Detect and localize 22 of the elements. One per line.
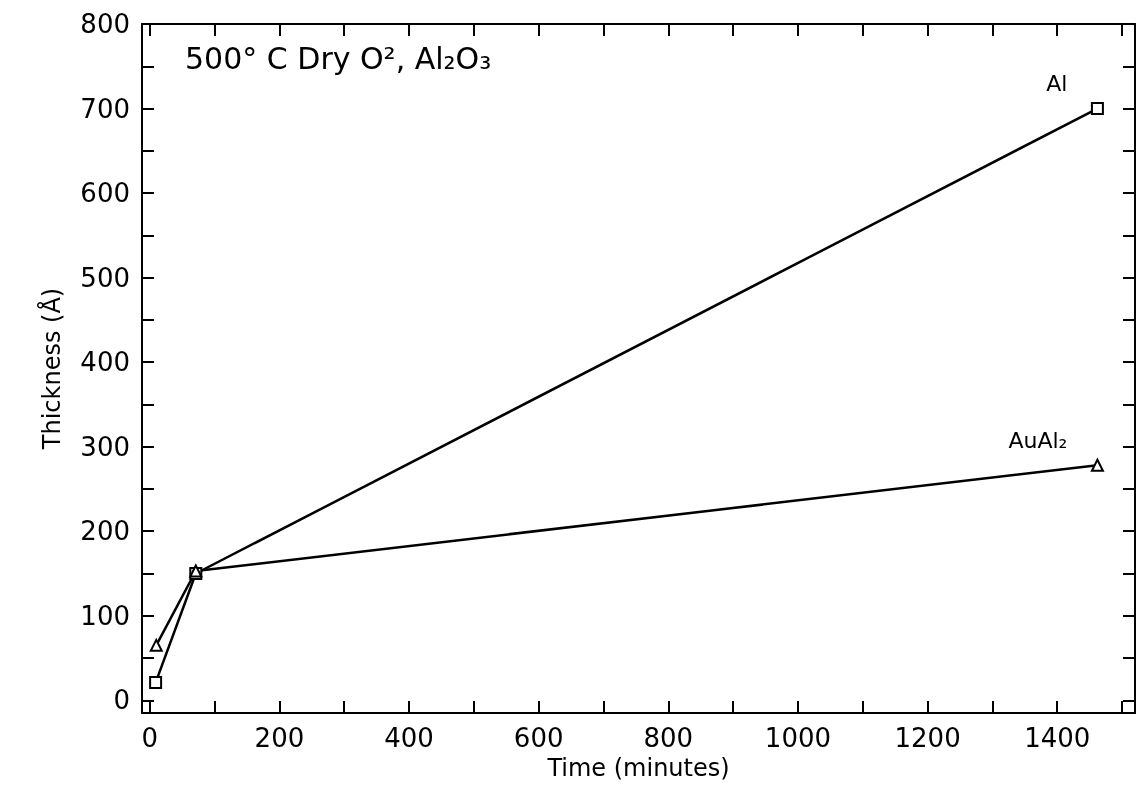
y-tick-label: 700 — [80, 93, 130, 124]
y-tick-label: 0 — [113, 685, 130, 716]
annotation: Al — [1046, 71, 1068, 97]
y-tick-label: 800 — [80, 9, 130, 39]
y-tick-label: 500 — [80, 262, 130, 293]
x-tick-label: 600 — [513, 723, 564, 753]
y-tick-label: 600 — [80, 178, 130, 209]
x-tick-label: 1400 — [1024, 723, 1091, 753]
x-tick-label: 200 — [254, 723, 305, 753]
x-tick-label: 0 — [141, 723, 159, 753]
y-tick-label: 400 — [80, 347, 130, 378]
x-tick-label: 800 — [643, 723, 694, 753]
text: 500° C Dry O², Al₂O₃ — [185, 40, 492, 76]
annotation: AuAl₂ — [1008, 427, 1068, 453]
y-tick-label: 100 — [80, 600, 130, 631]
y-tick-label: 300 — [80, 431, 130, 462]
y-tick-label: 200 — [80, 516, 130, 547]
x-tick-label: 400 — [384, 723, 434, 753]
x-tick-label: 1000 — [764, 723, 832, 753]
y-axis-title: Thickness (Å) — [37, 287, 66, 451]
x-tick-label: 1200 — [894, 723, 961, 753]
x-axis-title: Time (minutes) — [546, 753, 730, 782]
